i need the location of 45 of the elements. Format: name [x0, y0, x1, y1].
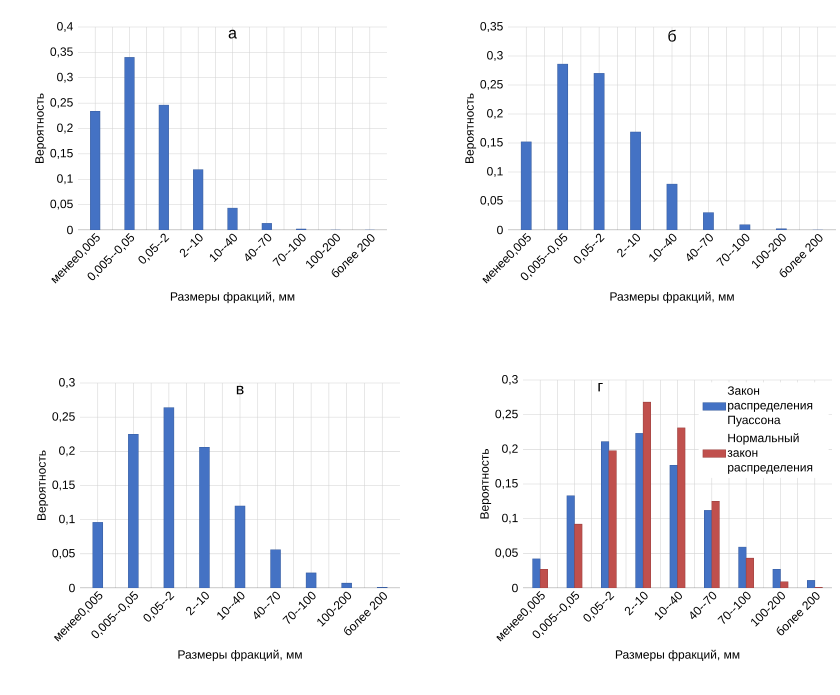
- chart-title: б: [668, 30, 676, 42]
- y-tick-label: 0,25: [495, 410, 518, 420]
- y-tick-label: 0,4: [57, 22, 73, 32]
- x-axis-title: Размеры фракций, мм: [616, 650, 740, 662]
- y-tick-label: 0,05: [480, 196, 503, 206]
- y-tick-label: 0,25: [52, 412, 75, 422]
- chart-title: а: [228, 30, 237, 39]
- y-tick-label: 0,35: [50, 47, 73, 58]
- y-tick-label: 0: [497, 226, 503, 234]
- y-tick-label: 0,35: [480, 22, 503, 32]
- y-tick-label: 0,1: [59, 514, 75, 525]
- legend-label: Нормальный закон распределения: [728, 433, 812, 474]
- y-axis-title: Вероятность: [465, 93, 476, 164]
- y-tick-label: 0,15: [495, 479, 518, 489]
- y-tick-label: 0,05: [52, 548, 75, 559]
- y-tick-label: 0,3: [487, 51, 503, 61]
- y-tick-label: 0,3: [59, 378, 75, 388]
- y-axis-title: Вероятность: [37, 450, 48, 520]
- y-tick-label: 0: [512, 584, 518, 592]
- y-tick-label: 0,25: [50, 98, 73, 108]
- y-tick-label: 0,1: [57, 174, 73, 184]
- y-tick-label: 0: [69, 584, 75, 592]
- y-tick-label: 0,3: [57, 72, 73, 83]
- chart-title: г: [598, 382, 603, 392]
- y-tick-label: 0,3: [502, 375, 518, 385]
- y-tick-label: 0,15: [480, 138, 503, 148]
- y-tick-label: 0,15: [50, 148, 73, 159]
- x-axis-title: Размеры фракций, мм: [170, 292, 294, 304]
- x-axis-title: Размеры фракций, мм: [178, 650, 302, 662]
- y-tick-label: 0,05: [495, 548, 518, 558]
- y-tick-label: 0,1: [502, 514, 518, 524]
- legend-label: Закон распределения Пуассона: [728, 386, 812, 427]
- y-tick-label: 0,2: [59, 446, 75, 456]
- y-tick-label: 0,2: [57, 124, 73, 134]
- y-axis-title: Вероятность: [35, 93, 46, 164]
- y-tick-label: 0,25: [480, 80, 503, 90]
- chart-title: в: [236, 386, 244, 394]
- y-tick-label: 0,2: [487, 109, 503, 119]
- y-tick-label: 0,1: [487, 167, 503, 177]
- y-tick-label: 0,05: [50, 200, 73, 210]
- y-tick-label: 0,2: [502, 444, 518, 454]
- y-axis-title: Вероятность: [480, 448, 492, 519]
- y-tick-label: 0: [67, 226, 73, 234]
- x-axis-title: Размеры фракций, мм: [610, 292, 734, 304]
- y-tick-label: 0,15: [52, 480, 75, 490]
